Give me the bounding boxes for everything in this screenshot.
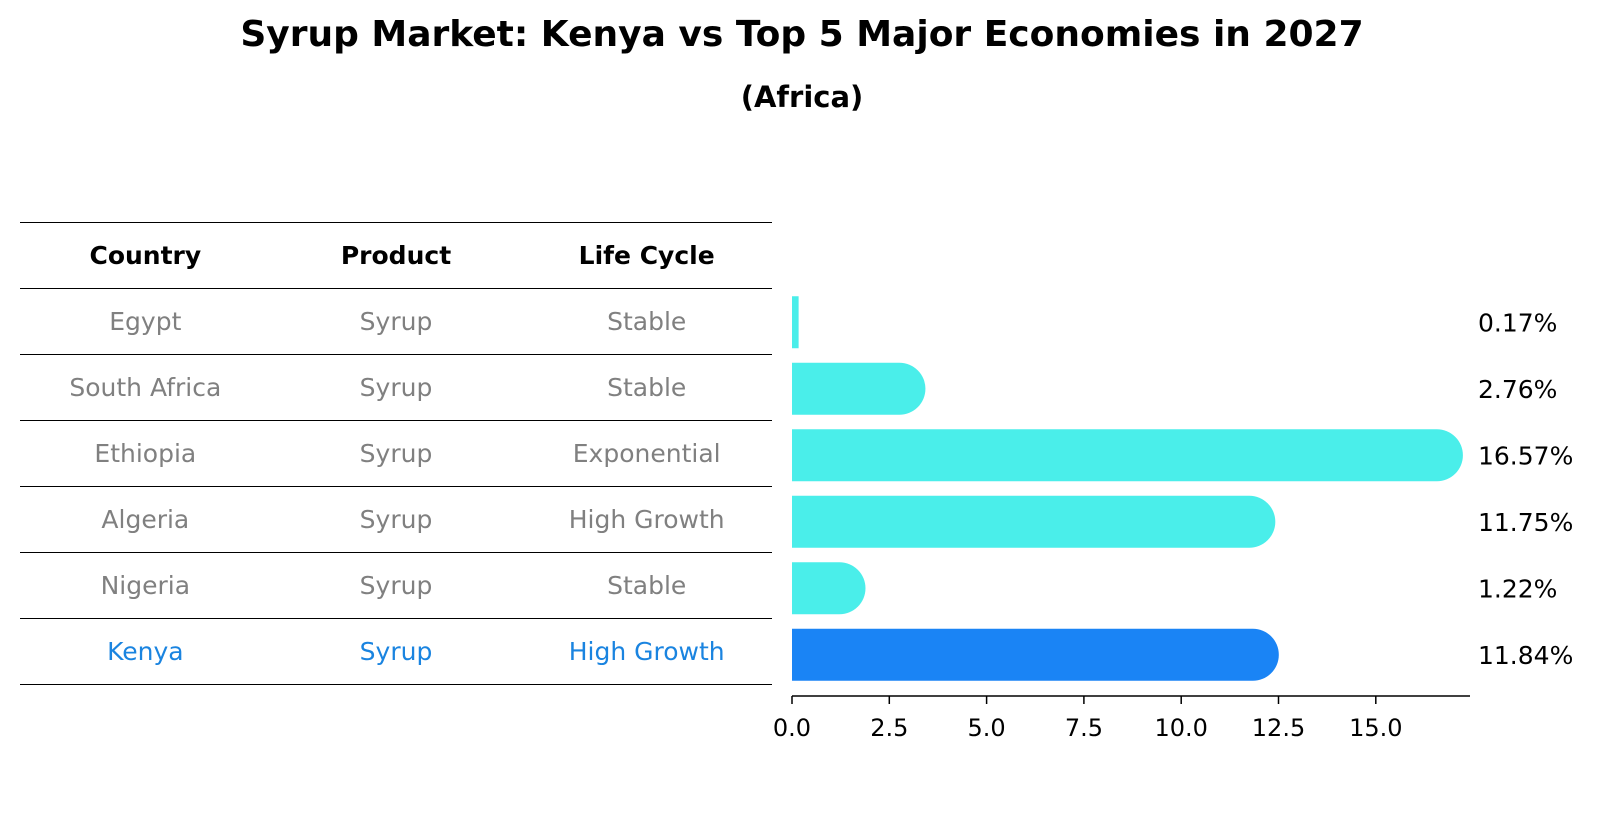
header-country: Country xyxy=(89,241,202,270)
cell-product: Syrup xyxy=(359,307,433,336)
value-label: 16.57% xyxy=(1478,441,1573,470)
cell-country: Nigeria xyxy=(100,571,191,600)
value-label: 11.75% xyxy=(1478,508,1573,537)
cell-life-cycle: High Growth xyxy=(568,637,725,666)
data-table: Country Product Life Cycle Egypt Syrup S… xyxy=(20,222,772,685)
bar-egypt xyxy=(792,296,799,349)
table-row: Ethiopia Syrup Exponential xyxy=(20,420,772,486)
bar-ethiopia xyxy=(792,429,1463,482)
cell-product: Syrup xyxy=(359,373,433,402)
bar-nigeria xyxy=(792,562,866,615)
table-row-highlighted: Kenya Syrup High Growth xyxy=(20,618,772,685)
cell-country: South Africa xyxy=(69,373,222,402)
x-tick-label: 0.0 xyxy=(773,714,811,742)
x-tick-label: 10.0 xyxy=(1154,714,1207,742)
x-tick-label: 5.0 xyxy=(968,714,1006,742)
value-label: 0.17% xyxy=(1478,308,1557,337)
x-tick-label: 2.5 xyxy=(870,714,908,742)
cell-product: Syrup xyxy=(359,439,433,468)
value-label: 11.84% xyxy=(1478,641,1573,670)
chart-title: Syrup Market: Kenya vs Top 5 Major Econo… xyxy=(240,14,1364,55)
table-row: Algeria Syrup High Growth xyxy=(20,486,772,552)
cell-product: Syrup xyxy=(359,637,433,666)
cell-life-cycle: High Growth xyxy=(568,505,725,534)
cell-country: Kenya xyxy=(107,637,184,666)
cell-country: Ethiopia xyxy=(94,439,197,468)
x-tick-label: 7.5 xyxy=(1065,714,1103,742)
cell-life-cycle: Stable xyxy=(607,307,687,336)
table-row: Nigeria Syrup Stable xyxy=(20,552,772,618)
table-header-row: Country Product Life Cycle xyxy=(20,222,772,288)
bar-kenya xyxy=(792,628,1279,681)
cell-country: Algeria xyxy=(101,505,190,534)
cell-product: Syrup xyxy=(359,505,433,534)
table-row: South Africa Syrup Stable xyxy=(20,354,772,420)
cell-country: Egypt xyxy=(109,307,182,336)
bar-algeria xyxy=(792,495,1276,548)
cell-life-cycle: Exponential xyxy=(572,439,721,468)
cell-life-cycle: Stable xyxy=(607,373,687,402)
header-product: Product xyxy=(340,241,452,270)
value-label: 1.22% xyxy=(1478,574,1557,603)
x-tick-label: 15.0 xyxy=(1349,714,1402,742)
x-tick-label: 12.5 xyxy=(1252,714,1305,742)
header-life-cycle: Life Cycle xyxy=(578,241,715,270)
table-row: Egypt Syrup Stable xyxy=(20,288,772,354)
chart-subtitle: (Africa) xyxy=(740,80,864,114)
cell-product: Syrup xyxy=(359,571,433,600)
bar-south-africa xyxy=(792,362,926,415)
cell-life-cycle: Stable xyxy=(607,571,687,600)
value-label: 2.76% xyxy=(1478,375,1557,404)
